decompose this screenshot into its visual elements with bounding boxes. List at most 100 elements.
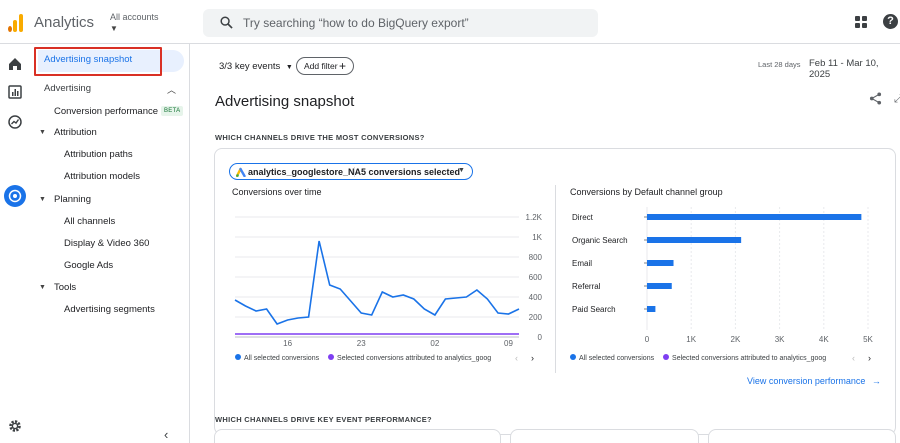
search-icon — [220, 16, 233, 29]
view-conversion-performance-link[interactable]: View conversion performance → — [747, 376, 881, 386]
explore-icon[interactable] — [7, 114, 23, 130]
key-events-dropdown[interactable]: 3/3 key events ▼ — [219, 61, 293, 72]
legend-label: Selected conversions attributed to analy… — [672, 354, 827, 362]
share-icon[interactable] — [869, 92, 882, 105]
legend-label: All selected conversions — [579, 354, 655, 362]
chart-divider — [555, 185, 556, 373]
category-label: Direct — [572, 213, 594, 222]
category-label: Email — [572, 259, 592, 268]
settings-gear-icon[interactable] — [7, 418, 23, 434]
category-label: Paid Search — [572, 305, 616, 314]
legend-next-icon[interactable]: › — [531, 353, 534, 363]
collapse-sidebar-icon[interactable]: ‹ — [164, 427, 169, 442]
x-tick-label: 02 — [430, 339, 439, 347]
legend-label: Selected conversions attributed to analy… — [337, 354, 492, 362]
account-label: All accounts — [110, 12, 159, 22]
date-range-label: Last 28 days — [758, 60, 801, 69]
reports-icon[interactable] — [7, 84, 23, 100]
y-tick-label: 1K — [532, 233, 542, 242]
y-tick-label: 200 — [529, 313, 543, 322]
key-event-card — [708, 429, 896, 443]
beta-badge: BETA — [161, 106, 184, 116]
date-range-picker[interactable]: Feb 11 - Mar 10, 2025 — [809, 58, 879, 80]
legend-prev-icon[interactable]: ‹ — [852, 353, 855, 363]
category-label: Organic Search — [572, 236, 628, 245]
x-tick-label: 1K — [686, 335, 696, 344]
search-bar[interactable] — [203, 9, 598, 37]
legend-dot — [235, 354, 241, 360]
expand-icon[interactable]: ⤢ — [894, 93, 900, 105]
view-link-label: View conversion performance — [747, 376, 866, 386]
y-tick-label: 800 — [529, 253, 543, 262]
x-tick-label: 2K — [731, 335, 741, 344]
sidebar-item-conversion-performance[interactable]: Conversion performance — [54, 106, 159, 117]
caret-down-icon[interactable]: ▼ — [39, 129, 46, 136]
x-tick-label: 09 — [504, 339, 513, 347]
bar — [647, 237, 742, 243]
conversions-card: analytics_googlestore_NA 5 conversions s… — [214, 148, 896, 435]
x-tick-label: 16 — [283, 339, 292, 347]
google-ads-logo-icon — [236, 167, 246, 177]
legend-prev-icon[interactable]: ‹ — [515, 353, 518, 363]
advertising-nav-button[interactable] — [4, 185, 26, 207]
account-selector[interactable]: All accounts ▼ — [110, 12, 159, 33]
arrow-right-icon: → — [871, 376, 881, 386]
sidebar-item-label: Advertising snapshot — [44, 54, 133, 65]
highlight-outline — [34, 47, 162, 76]
legend-dot — [328, 354, 335, 360]
sidebar-item-advertising-segments[interactable]: Advertising segments — [64, 304, 155, 315]
sidebar-group-attribution[interactable]: Attribution — [54, 127, 97, 138]
chevron-down-icon: ▼ — [110, 24, 118, 33]
caret-down-icon[interactable]: ▼ — [39, 284, 46, 291]
sidebar-item-all-channels[interactable]: All channels — [64, 216, 116, 227]
sidebar-item-google-ads[interactable]: Google Ads — [64, 260, 114, 271]
legend-dot — [663, 354, 670, 360]
sidebar-item-display-video-360[interactable]: Display & Video 360 — [64, 238, 150, 249]
key-events-label: 3/3 key events — [219, 61, 281, 72]
caret-down-icon: ▼ — [285, 64, 293, 71]
y-tick-label: 600 — [529, 273, 543, 282]
bar-chart-title: Conversions by Default channel group — [570, 187, 723, 197]
apps-grid-icon[interactable] — [855, 16, 867, 28]
search-input[interactable] — [243, 15, 583, 31]
sidebar: Advertising snapshot Advertising ︿ Conve… — [30, 44, 190, 443]
x-tick-label: 4K — [819, 335, 829, 344]
sidebar-group-planning[interactable]: Planning — [54, 194, 91, 205]
legend-item-attributed: Selected conversions attributed to analy… — [663, 354, 827, 362]
legend-dot — [570, 354, 576, 360]
advertising-icon — [8, 189, 22, 203]
x-tick-label: 5K — [863, 335, 873, 344]
bar — [647, 306, 656, 312]
x-tick-label: 23 — [357, 339, 366, 347]
legend-item-all: All selected conversions — [570, 354, 655, 362]
caret-down-icon[interactable]: ▼ — [39, 196, 46, 203]
caret-down-icon: ▼ — [458, 167, 465, 174]
legend-next-icon[interactable]: › — [868, 353, 871, 363]
section-title-conversions: WHICH CHANNELS DRIVE THE MOST CONVERSION… — [215, 133, 425, 142]
sidebar-item-advertising-snapshot[interactable]: Advertising snapshot — [34, 47, 184, 76]
chip-separator — [354, 167, 355, 177]
home-icon[interactable] — [7, 56, 23, 72]
line-chart-legend: All selected conversions Selected conver… — [235, 354, 491, 362]
conversions-by-channel-chart: 0 1K 2K 3K 4K 5K Direct Organic Search Email Refe… — [572, 207, 874, 344]
app-title: Analytics — [34, 14, 95, 31]
add-filter-button[interactable]: Add filter + — [296, 57, 354, 75]
key-event-card — [214, 429, 501, 443]
chevron-up-icon[interactable]: ︿ — [167, 85, 177, 95]
property-conversions-chip[interactable]: analytics_googlestore_NA 5 conversions s… — [229, 163, 473, 180]
conversions-over-time-chart: 1.2K1K800600400200016Feb2302Mar09 — [234, 213, 543, 347]
legend-item-all: All selected conversions — [235, 354, 319, 362]
x-tick-label: 3K — [775, 335, 785, 344]
bar — [647, 214, 862, 220]
help-icon[interactable]: ? — [883, 14, 898, 29]
series-line-all-conversions — [234, 240, 520, 325]
plus-icon: + — [339, 59, 347, 73]
category-label: Referral — [572, 282, 601, 291]
sidebar-group-tools[interactable]: Tools — [54, 282, 77, 293]
chip-property-name: analytics_googlestore_NA — [248, 167, 362, 177]
key-event-card — [510, 429, 699, 443]
sidebar-item-attribution-paths[interactable]: Attribution paths — [64, 149, 133, 160]
sidebar-section-advertising[interactable]: Advertising — [44, 83, 91, 94]
bar — [647, 283, 672, 289]
sidebar-item-attribution-models[interactable]: Attribution models — [64, 171, 141, 182]
